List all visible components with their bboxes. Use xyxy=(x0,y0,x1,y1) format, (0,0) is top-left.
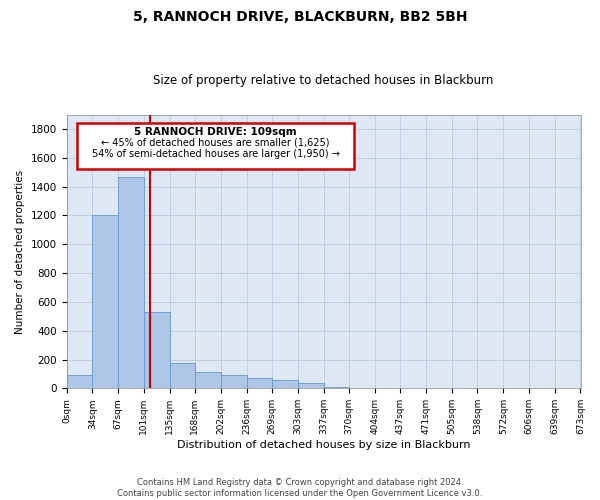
Bar xyxy=(92,216,118,388)
FancyBboxPatch shape xyxy=(77,123,355,170)
Text: 5, RANNOCH DRIVE, BLACKBURN, BB2 5BH: 5, RANNOCH DRIVE, BLACKBURN, BB2 5BH xyxy=(133,10,467,24)
Bar xyxy=(298,382,324,388)
Text: 54% of semi-detached houses are larger (1,950) →: 54% of semi-detached houses are larger (… xyxy=(92,149,340,159)
Bar xyxy=(67,376,92,388)
Bar xyxy=(195,372,221,388)
Text: 5 RANNOCH DRIVE: 109sqm: 5 RANNOCH DRIVE: 109sqm xyxy=(134,127,297,137)
X-axis label: Distribution of detached houses by size in Blackburn: Distribution of detached houses by size … xyxy=(177,440,470,450)
Y-axis label: Number of detached properties: Number of detached properties xyxy=(15,170,25,334)
Bar xyxy=(170,363,195,388)
Text: ← 45% of detached houses are smaller (1,625): ← 45% of detached houses are smaller (1,… xyxy=(101,138,330,148)
Bar xyxy=(272,380,298,388)
Bar xyxy=(324,387,349,388)
Bar xyxy=(118,176,143,388)
Bar xyxy=(221,376,247,388)
Text: Contains HM Land Registry data © Crown copyright and database right 2024.
Contai: Contains HM Land Registry data © Crown c… xyxy=(118,478,482,498)
Title: Size of property relative to detached houses in Blackburn: Size of property relative to detached ho… xyxy=(154,74,494,87)
Bar xyxy=(143,312,170,388)
Bar xyxy=(247,378,272,388)
